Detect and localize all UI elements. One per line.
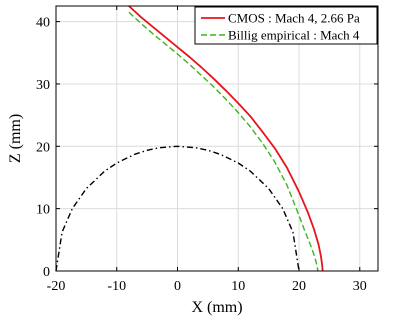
x-tick-label: -20 [47,279,66,294]
y-tick-label: 0 [43,265,50,280]
y-tick-label: 40 [36,16,50,31]
legend-label-billig: Billig empirical : Mach 4 [228,28,360,43]
x-tick-label: -10 [107,279,126,294]
x-tick-label: 10 [231,279,245,294]
series-layer [55,5,324,272]
series-body-outline [55,145,300,272]
x-axis-label: X (mm) [191,299,242,316]
y-axis-label: Z (mm) [7,114,24,163]
y-tick-label: 30 [36,78,50,93]
ticks: -20 -10 0 10 20 30 0 10 20 30 40 [36,6,378,294]
x-tick-label: 0 [174,279,181,294]
series-cmos-line [128,5,324,272]
x-tick-label: 20 [292,279,306,294]
legend-box [194,6,378,45]
axes-box [55,5,379,272]
y-tick-label: 20 [36,140,50,155]
legend-label-cmos: CMOS : Mach 4, 2.66 Pa [228,11,360,26]
series-billig-line [128,11,319,272]
y-tick-label: 10 [36,203,50,218]
legend: CMOS : Mach 4, 2.66 Pa Billig empirical … [194,6,378,45]
x-tick-label: 30 [353,279,367,294]
grid [55,6,378,272]
